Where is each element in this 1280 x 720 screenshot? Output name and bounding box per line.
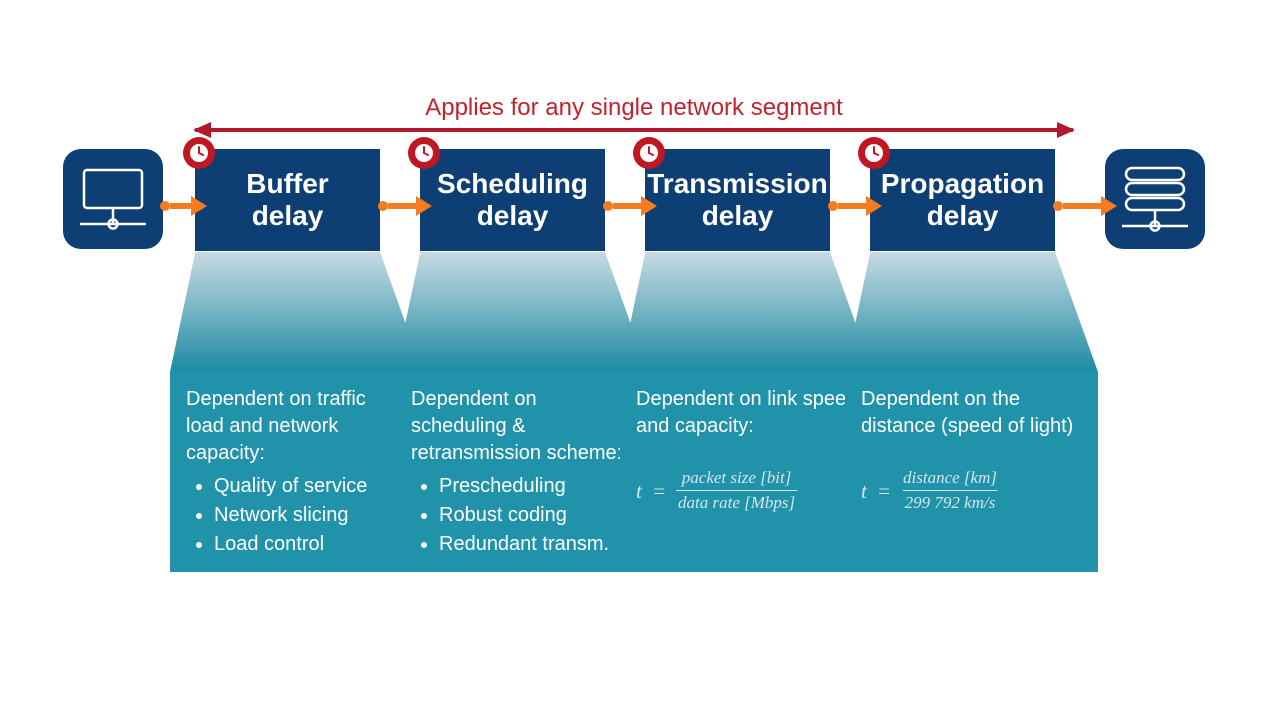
clock-icon <box>408 137 440 169</box>
span-label: Applies for any single network segment <box>195 94 1073 122</box>
bullet-item: Quality of service <box>214 473 409 500</box>
bullet-item: Robust coding <box>439 502 634 529</box>
stage-transmission-panel: Dependent on link speed and capacity: t … <box>620 372 873 572</box>
bullet-item: Load control <box>214 531 409 558</box>
formula-denominator: data rate [Mbps] <box>676 490 797 513</box>
formula-fraction: distance [km] 299 792 km/s <box>901 468 999 514</box>
formula-denominator: 299 792 km/s <box>903 490 998 513</box>
formula-numerator: distance [km] <box>901 468 999 490</box>
stage-title-text: Schedulingdelay <box>437 168 588 232</box>
bullet-item: Redundant transm. <box>439 531 634 558</box>
flow-arrow-icon <box>603 196 657 216</box>
panel-formula: t = distance [km] 299 792 km/s <box>861 468 1084 514</box>
formula-fraction: packet size [bit] data rate [Mbps] <box>676 468 797 514</box>
stage-scheduling-title: Schedulingdelay <box>420 149 605 251</box>
stage-buffer-title: Bufferdelay <box>195 149 380 251</box>
stage-connector <box>395 252 648 372</box>
stage-buffer-panel: Dependent on traffic load and network ca… <box>170 372 423 572</box>
formula-lhs: t <box>636 477 642 505</box>
span-line <box>195 128 1073 132</box>
stage-title-text: Transmissiondelay <box>647 168 828 232</box>
formula-numerator: packet size [bit] <box>680 468 794 490</box>
flow-arrow-icon <box>378 196 432 216</box>
diagram-canvas: Applies for any single network segment B… <box>0 0 1280 720</box>
flow-arrow-icon <box>1053 196 1117 216</box>
span-arrow: Applies for any single network segment <box>195 128 1073 132</box>
stage-title-text: Propagationdelay <box>881 168 1044 232</box>
server-endpoint-icon <box>1105 149 1205 249</box>
panel-bullets: Quality of service Network slicing Load … <box>186 473 409 558</box>
stage-scheduling-panel: Dependent on scheduling & retransmission… <box>395 372 648 572</box>
stage-connector <box>845 252 1098 372</box>
stage-connector <box>170 252 423 372</box>
flow-arrow-icon <box>160 196 207 216</box>
clock-icon <box>633 137 665 169</box>
equals-sign: = <box>877 477 891 505</box>
stage-connector <box>620 252 873 372</box>
formula-lhs: t <box>861 477 867 505</box>
stage-propagation-title: Propagationdelay <box>870 149 1055 251</box>
client-endpoint-icon <box>63 149 163 249</box>
panel-intro: Dependent on link speed and capacity: <box>636 386 859 440</box>
clock-icon <box>858 137 890 169</box>
stage-propagation-panel: Dependent on the distance (speed of ligh… <box>845 372 1098 572</box>
stage-title-text: Bufferdelay <box>246 168 328 232</box>
panel-bullets: Prescheduling Robust coding Redundant tr… <box>411 473 634 558</box>
bullet-item: Prescheduling <box>439 473 634 500</box>
stage-transmission-title: Transmissiondelay <box>645 149 830 251</box>
panel-intro: Dependent on traffic load and network ca… <box>186 386 409 467</box>
flow-arrow-icon <box>828 196 882 216</box>
equals-sign: = <box>652 477 666 505</box>
clock-icon <box>183 137 215 169</box>
panel-intro: Dependent on the distance (speed of ligh… <box>861 386 1084 440</box>
panel-formula: t = packet size [bit] data rate [Mbps] <box>636 468 859 514</box>
bullet-item: Network slicing <box>214 502 409 529</box>
panel-intro: Dependent on scheduling & retransmission… <box>411 386 634 467</box>
